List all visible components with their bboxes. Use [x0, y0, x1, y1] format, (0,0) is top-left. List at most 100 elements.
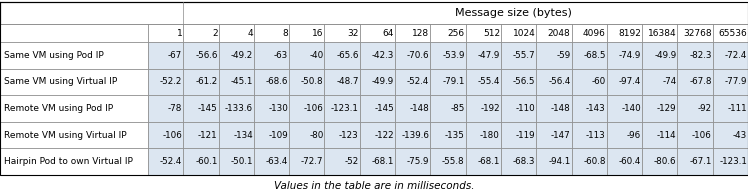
Bar [325, 42, 360, 69]
Bar [642, 42, 678, 69]
Bar [395, 24, 430, 42]
Text: -114: -114 [657, 131, 676, 140]
Bar [183, 69, 218, 95]
Text: -60.1: -60.1 [195, 157, 218, 166]
Text: 16384: 16384 [648, 29, 676, 37]
Bar [501, 42, 536, 69]
Bar [466, 24, 501, 42]
Text: -55.8: -55.8 [442, 157, 465, 166]
Text: -147: -147 [551, 131, 571, 140]
Text: -56.5: -56.5 [512, 77, 536, 86]
Bar [395, 42, 430, 69]
Bar [183, 148, 218, 175]
Bar [430, 122, 466, 148]
Text: -49.9: -49.9 [654, 51, 676, 60]
Bar [501, 95, 536, 122]
Bar [395, 122, 430, 148]
Bar [0, 69, 148, 95]
Text: -111: -111 [727, 104, 747, 113]
Bar [713, 95, 748, 122]
Text: 4096: 4096 [583, 29, 606, 37]
Text: -60.4: -60.4 [619, 157, 641, 166]
Text: -80: -80 [309, 131, 323, 140]
Text: -43: -43 [733, 131, 747, 140]
Bar [218, 69, 254, 95]
Bar [536, 148, 571, 175]
Bar [0, 42, 148, 69]
Bar [430, 69, 466, 95]
Bar [289, 122, 325, 148]
Text: -63: -63 [274, 51, 288, 60]
Text: -70.6: -70.6 [407, 51, 429, 60]
Text: -49.2: -49.2 [230, 51, 253, 60]
Bar [713, 69, 748, 95]
Bar [536, 122, 571, 148]
Bar [183, 122, 218, 148]
Bar [148, 148, 183, 175]
Text: Same VM using Virtual IP: Same VM using Virtual IP [4, 77, 117, 86]
Text: -106: -106 [162, 131, 183, 140]
Text: 256: 256 [447, 29, 465, 37]
Text: -48.7: -48.7 [337, 77, 359, 86]
Text: -67.1: -67.1 [690, 157, 711, 166]
Bar [0, 2, 748, 175]
Bar [395, 148, 430, 175]
Bar [395, 95, 430, 122]
Bar [536, 42, 571, 69]
Bar [218, 122, 254, 148]
Bar [360, 148, 395, 175]
Text: -55.7: -55.7 [512, 51, 536, 60]
Bar [325, 95, 360, 122]
Text: -96: -96 [627, 131, 641, 140]
Bar [218, 148, 254, 175]
Text: -52.4: -52.4 [407, 77, 429, 86]
Text: -63.4: -63.4 [266, 157, 288, 166]
Text: -68.6: -68.6 [266, 77, 288, 86]
Bar [325, 69, 360, 95]
Bar [466, 69, 501, 95]
Bar [501, 148, 536, 175]
Text: -55.4: -55.4 [477, 77, 500, 86]
Text: -56.6: -56.6 [195, 51, 218, 60]
Bar [678, 148, 713, 175]
Text: -79.1: -79.1 [442, 77, 465, 86]
Text: -119: -119 [515, 131, 536, 140]
Text: -47.9: -47.9 [477, 51, 500, 60]
Bar [678, 42, 713, 69]
Bar [0, 148, 148, 175]
Text: -68.1: -68.1 [477, 157, 500, 166]
Text: -52: -52 [345, 157, 359, 166]
Text: 16: 16 [312, 29, 323, 37]
Bar [713, 42, 748, 69]
Bar [148, 122, 183, 148]
Text: -67.8: -67.8 [689, 77, 711, 86]
Text: 4: 4 [248, 29, 253, 37]
Bar [501, 69, 536, 95]
Text: 64: 64 [383, 29, 394, 37]
Text: -50.8: -50.8 [301, 77, 323, 86]
Text: 65536: 65536 [718, 29, 747, 37]
Bar [713, 148, 748, 175]
Text: -59: -59 [557, 51, 571, 60]
Bar [430, 148, 466, 175]
Text: -53.9: -53.9 [442, 51, 465, 60]
Bar [466, 122, 501, 148]
Bar [607, 95, 642, 122]
Text: 2048: 2048 [548, 29, 571, 37]
Text: -123: -123 [339, 131, 359, 140]
Bar [289, 24, 325, 42]
Text: -61.2: -61.2 [195, 77, 218, 86]
Bar [254, 69, 289, 95]
Text: -148: -148 [551, 104, 571, 113]
Text: 8192: 8192 [619, 29, 641, 37]
Bar [607, 122, 642, 148]
Text: -135: -135 [445, 131, 465, 140]
Bar [642, 122, 678, 148]
Text: 1024: 1024 [512, 29, 536, 37]
Text: -67: -67 [168, 51, 183, 60]
Bar [183, 42, 218, 69]
Bar [571, 95, 607, 122]
Bar [501, 24, 536, 42]
Text: -80.6: -80.6 [654, 157, 676, 166]
Text: -78: -78 [168, 104, 183, 113]
